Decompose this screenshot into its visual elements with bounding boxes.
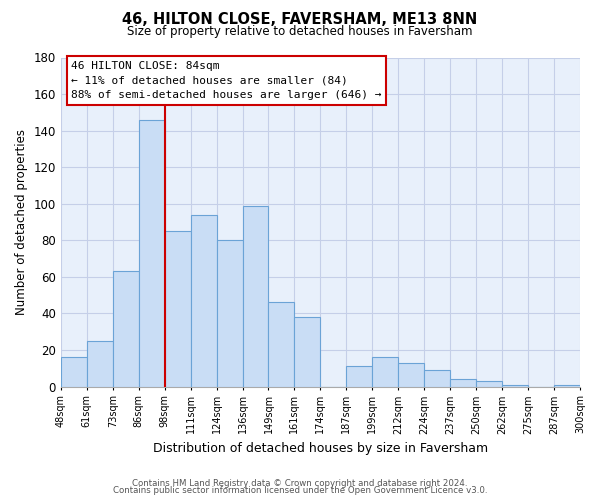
- Bar: [424, 370, 450, 386]
- Bar: [87, 341, 113, 386]
- Bar: [242, 206, 268, 386]
- Bar: [61, 358, 87, 386]
- Text: 46, HILTON CLOSE, FAVERSHAM, ME13 8NN: 46, HILTON CLOSE, FAVERSHAM, ME13 8NN: [122, 12, 478, 28]
- Bar: [398, 363, 424, 386]
- Text: Contains public sector information licensed under the Open Government Licence v3: Contains public sector information licen…: [113, 486, 487, 495]
- Bar: [191, 214, 217, 386]
- Bar: [373, 358, 398, 386]
- Bar: [502, 384, 528, 386]
- Text: Contains HM Land Registry data © Crown copyright and database right 2024.: Contains HM Land Registry data © Crown c…: [132, 478, 468, 488]
- Bar: [268, 302, 295, 386]
- Text: Size of property relative to detached houses in Faversham: Size of property relative to detached ho…: [127, 25, 473, 38]
- X-axis label: Distribution of detached houses by size in Faversham: Distribution of detached houses by size …: [153, 442, 488, 455]
- Bar: [295, 317, 320, 386]
- Bar: [554, 384, 580, 386]
- Bar: [476, 381, 502, 386]
- Bar: [346, 366, 373, 386]
- Text: 46 HILTON CLOSE: 84sqm
← 11% of detached houses are smaller (84)
88% of semi-det: 46 HILTON CLOSE: 84sqm ← 11% of detached…: [71, 61, 382, 100]
- Bar: [164, 231, 191, 386]
- Bar: [217, 240, 242, 386]
- Y-axis label: Number of detached properties: Number of detached properties: [15, 129, 28, 315]
- Bar: [139, 120, 164, 386]
- Bar: [113, 272, 139, 386]
- Bar: [450, 379, 476, 386]
